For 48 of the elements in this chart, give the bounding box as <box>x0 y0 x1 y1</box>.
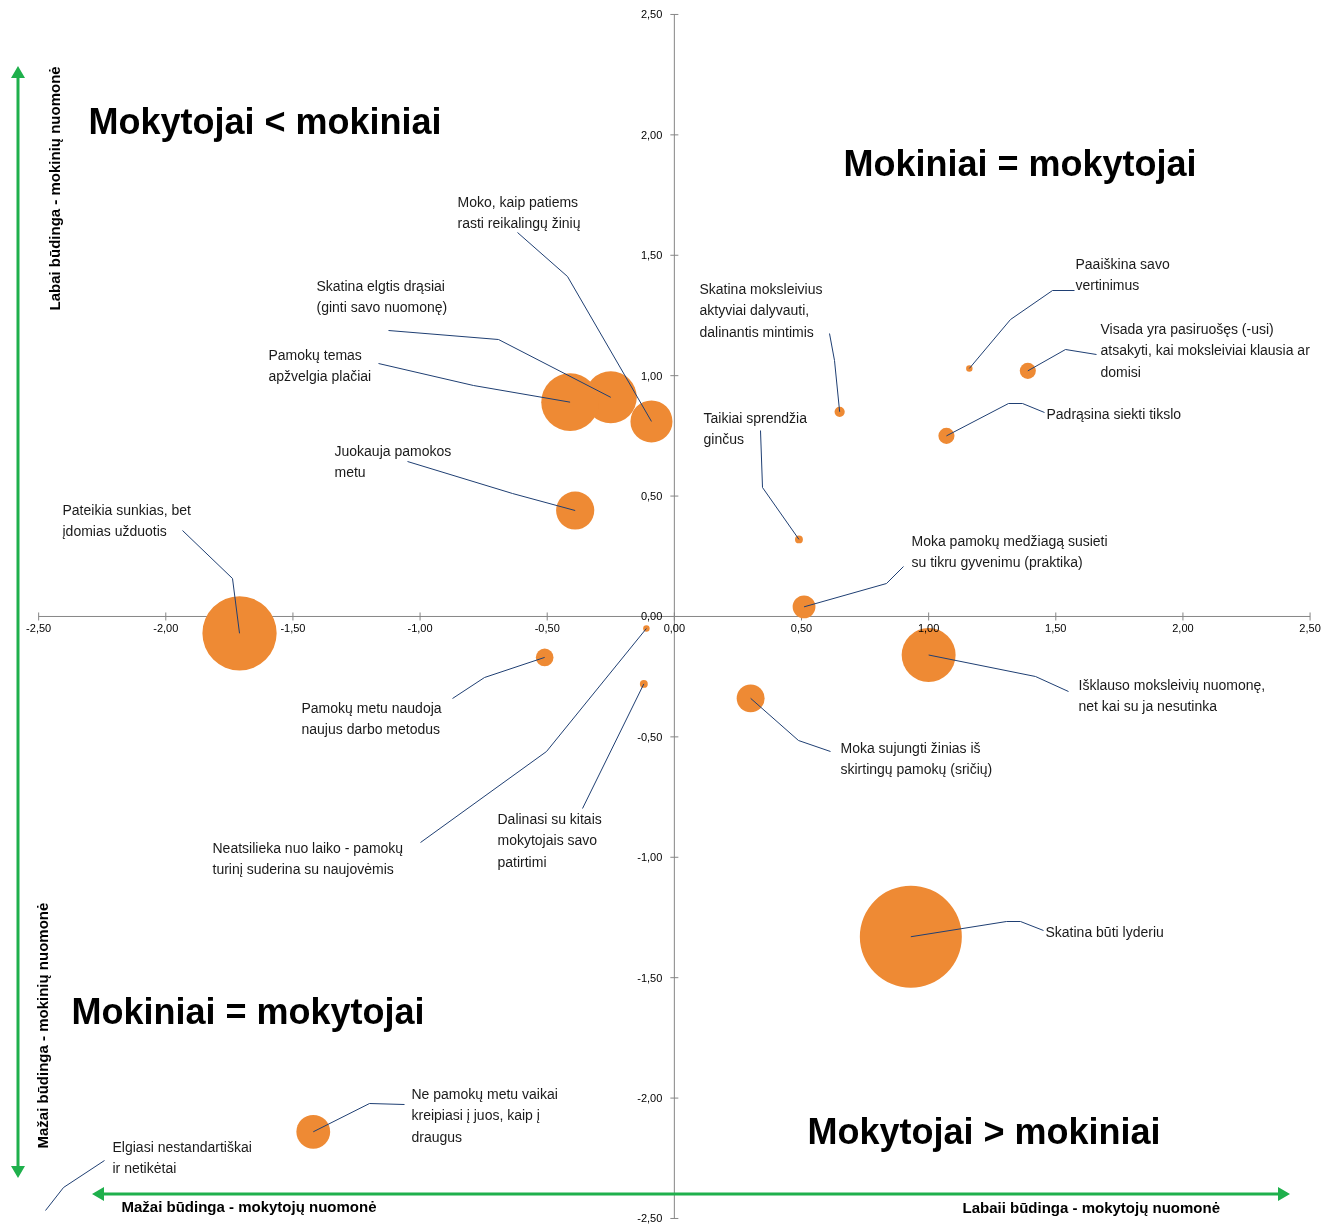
annotation: Moka pamokų medžiagą susieti su tikru gyvenimu (praktika) <box>911 532 1108 571</box>
y-tick-label: -1,00 <box>637 851 663 864</box>
x-tick-label: 0,50 <box>790 622 813 635</box>
annotation: Mokytojai > mokiniai <box>807 1110 1161 1152</box>
annotation: Moka sujungti žinias iš skirtingų pamokų (sričių) <box>840 739 993 778</box>
annotation: Mažai būdinga - mokinių nuomonė <box>34 902 51 1149</box>
annotation: Elgiasi nestandartiškai ir netikėtai <box>112 1138 252 1177</box>
y-tick-label: -0,50 <box>637 730 663 743</box>
y-tick-label: 0,00 <box>640 610 663 623</box>
x-tick-label: -1,00 <box>407 622 433 635</box>
annotation: Pamokų metu naudoja naujus darbo metodus <box>301 699 442 738</box>
y-tick-label: 1,00 <box>640 369 663 382</box>
y-tick-label: -2,00 <box>637 1092 663 1105</box>
y-tick-label: 2,50 <box>640 8 663 21</box>
annotation: Skatina elgtis drąsiai (ginti savo nuomonę) <box>316 277 448 316</box>
annotation: Pamokų temas apžvelgia plačiai <box>268 346 372 385</box>
x-tick-label: -1,50 <box>280 622 306 635</box>
annotation: Skatina moksleivius aktyviai dalyvauti, dalinantis mintimis <box>699 280 823 340</box>
y-tick-label: 2,00 <box>640 128 663 141</box>
annotation: Juokauja pamokos metu <box>334 442 452 481</box>
annotation: Ne pamokų metu vaikai kreipiasi į juos, kaip į draugus <box>411 1085 558 1145</box>
annotation: Paaiškina savo vertinimus <box>1075 255 1170 294</box>
annotation: Moko, kaip patiems rasti reikalingų žinių <box>457 193 581 232</box>
x-tick-label: -0,50 <box>534 622 560 635</box>
y-tick-label: -2,50 <box>637 1212 663 1224</box>
annotation: Skatina būti lyderiu <box>1045 923 1164 940</box>
annotation: Labaii būdinga - mokytojų nuomonė <box>962 1199 1220 1216</box>
x-tick-label: 2,00 <box>1172 622 1194 635</box>
annotation: Išklauso moksleivių nuomonę, net kai su ja nesutinka <box>1078 676 1266 715</box>
annotation: Pateikia sunkias, bet įdomias užduotis <box>62 501 192 540</box>
x-tick-label: 0,00 <box>663 622 686 635</box>
annotation: Padrąsina siekti tikslo <box>1046 405 1182 422</box>
annotation: Mokytojai < mokiniai <box>88 100 442 142</box>
annotation: Visada yra pasiruošęs (-usi) atsakyti, kai moksleiviai klausia ar domisi <box>1100 320 1311 380</box>
annotation: Dalinasi su kitais mokytojais savo patirtimi <box>497 810 602 870</box>
annotation: Mažai būdinga - mokytojų nuomonė <box>121 1198 377 1215</box>
y-tick-label: -1,50 <box>637 971 663 984</box>
annotation: Neatsilieka nuo laiko - pamokų turinį suderina su naujovėmis <box>212 839 404 878</box>
x-tick-label: 1,50 <box>1045 622 1067 635</box>
annotation: Taikiai sprendžia ginčus <box>703 409 808 448</box>
x-tick-label: 2,50 <box>1299 622 1321 635</box>
x-tick-label: -2,00 <box>153 622 179 635</box>
x-tick-label: -2,50 <box>26 622 52 635</box>
annotation: Mokiniai = mokytojai <box>71 990 425 1032</box>
y-tick-label: 0,50 <box>640 490 663 503</box>
y-tick-label: 1,50 <box>640 249 663 262</box>
annotation: Labai būdinga - mokinių nuomonė <box>46 66 63 311</box>
annotation: Mokiniai = mokytojai <box>843 142 1197 184</box>
